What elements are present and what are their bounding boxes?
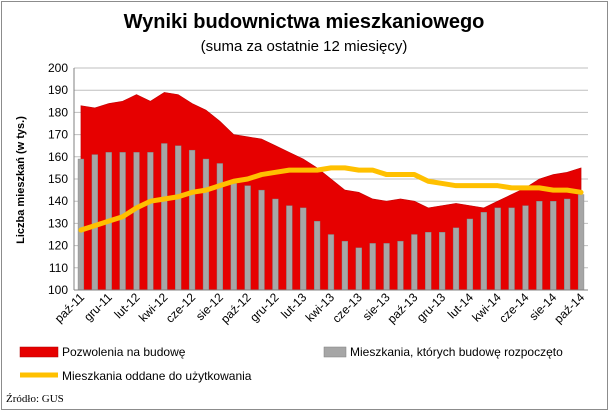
bar-started (272, 198, 279, 291)
bar-started (341, 240, 349, 291)
bar-started (119, 152, 126, 291)
y-tick-label: 120 (48, 239, 68, 253)
y-tick-label: 110 (49, 261, 68, 275)
bar-started (161, 143, 168, 291)
bar-started (564, 198, 571, 291)
bar-started (508, 207, 515, 291)
legend: Pozwolenia na budowę Mieszkania, których… (19, 345, 563, 383)
y-tick-label: 180 (48, 105, 68, 119)
legend-swatch-started (323, 346, 347, 358)
y-tick-label: 190 (48, 83, 68, 97)
bar-started (327, 234, 335, 291)
bar-started (577, 194, 585, 291)
y-tick-label: 100 (48, 283, 68, 297)
bar-started (202, 158, 210, 291)
legend-label-completed: Mieszkania oddane do użytkowania (62, 369, 252, 383)
bar-started (230, 183, 237, 291)
y-tick-label: 150 (48, 172, 68, 186)
bar-started (439, 232, 446, 291)
y-tick-label: 140 (48, 194, 68, 208)
bar-started (397, 240, 404, 291)
bar-started (133, 152, 140, 291)
bar-started (522, 205, 529, 291)
x-tick-label: cze-14 (496, 290, 532, 326)
bar-started (286, 205, 293, 291)
bar-started (466, 218, 474, 291)
x-tick-label: cze-12 (163, 290, 199, 326)
y-tick-label: 160 (48, 150, 68, 164)
x-tick-label: cze-13 (330, 290, 366, 326)
bar-started (91, 154, 98, 291)
legend-swatch-permits (19, 346, 59, 358)
bar-started (536, 200, 543, 291)
bar-started (175, 145, 182, 291)
bar-started (383, 243, 390, 291)
chart-title: Wyniki budownictwa mieszkaniowego (124, 11, 485, 33)
bar-started (494, 207, 501, 291)
bar-started (355, 247, 362, 291)
legend-label-started: Mieszkania, których budowę rozpoczęto (350, 345, 563, 359)
source-note: Źródło: GUS (6, 393, 64, 405)
line-layer (78, 165, 584, 233)
bar-started (452, 227, 460, 291)
bar-started (480, 212, 487, 291)
bar-started (147, 152, 154, 291)
x-tick-label: gru-11 (81, 290, 115, 324)
bar-started (550, 200, 557, 291)
x-tick-label: gru-12 (247, 290, 282, 325)
x-tick-label: paź-12 (218, 290, 254, 326)
x-tick-label: paź-14 (551, 290, 587, 326)
bar-started (188, 149, 196, 291)
bar-started (244, 185, 251, 291)
x-tick-label: paź-13 (385, 290, 421, 326)
bar-started (369, 243, 376, 291)
x-tick-label: gru-13 (414, 290, 449, 325)
chart-subtitle: (suma za ostatnie 12 miesięcy) (201, 38, 408, 55)
bar-layer (77, 143, 585, 291)
y-tick-label: 170 (48, 128, 68, 142)
bar-started (411, 234, 418, 291)
y-tick-label: 200 (48, 61, 68, 75)
y-tick-label: 130 (48, 216, 68, 230)
bar-started (300, 207, 307, 291)
y-axis-label: Liczba mieszkań (w tys.) (15, 116, 27, 244)
line-completed (78, 165, 584, 233)
bar-started (258, 189, 265, 291)
legend-label-permits: Pozwolenia na budowę (62, 345, 186, 359)
bar-started (425, 232, 432, 291)
bar-started (77, 158, 85, 291)
bar-started (313, 220, 321, 291)
